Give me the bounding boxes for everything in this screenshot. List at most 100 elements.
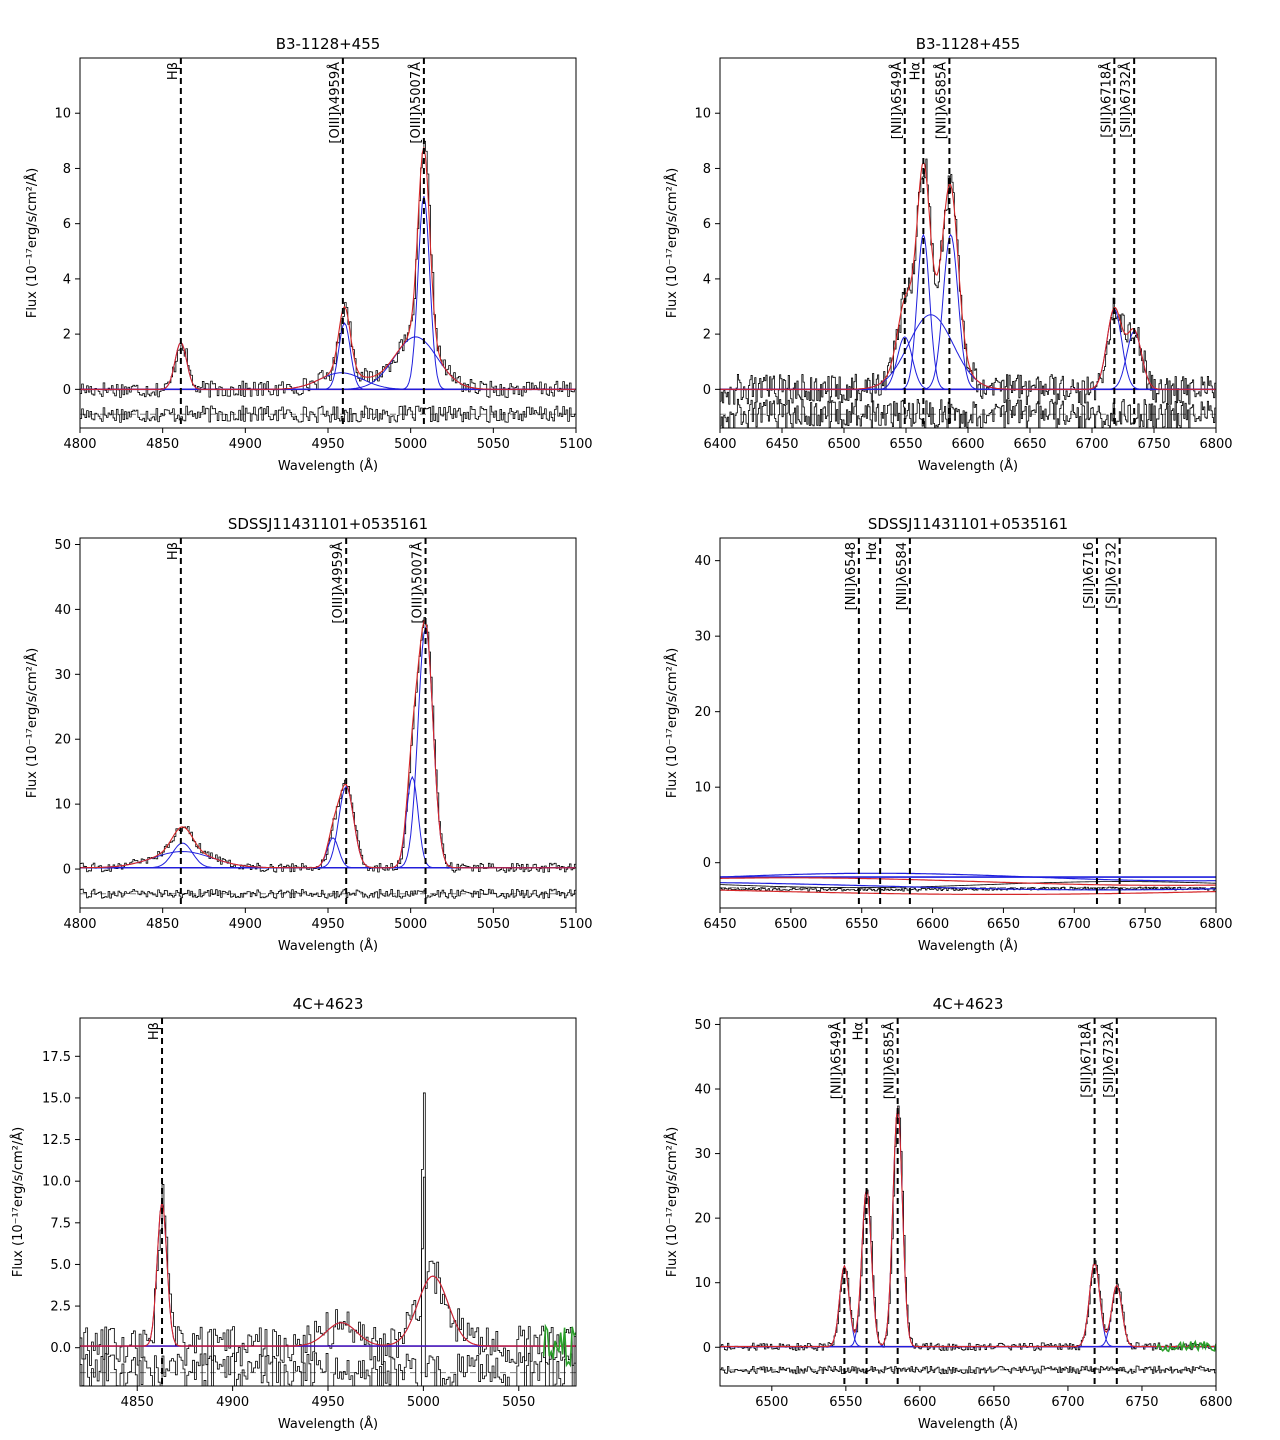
x-tick-label: 4900 — [229, 917, 262, 932]
flat-fit-curve-1 — [720, 877, 1216, 886]
y-axis-label: Flux (10⁻¹⁷erg/s/cm²/Å) — [24, 168, 40, 318]
plot-area — [80, 617, 576, 899]
y-tick-label: 10 — [694, 107, 711, 122]
plot-area — [720, 1105, 1216, 1375]
line-label: Hβ — [147, 1022, 162, 1040]
y-tick-label: 12.5 — [42, 1133, 71, 1148]
axes-frame — [719, 537, 1217, 909]
x-axis-label: Wavelength (Å) — [918, 1416, 1018, 1432]
y-tick-label: 0 — [703, 1341, 711, 1356]
observed-spectrum — [80, 617, 576, 873]
gaussian-component-1 — [720, 1188, 1216, 1348]
line-label: Hβ — [166, 542, 181, 560]
y-tick-label: 40 — [694, 554, 711, 569]
flat-fit-curve-2 — [720, 882, 1216, 891]
y-tick-label: 40 — [54, 603, 71, 618]
y-tick-label: 20 — [694, 1212, 711, 1227]
gaussian-component-0 — [720, 1264, 1216, 1348]
residual-spectrum — [80, 405, 576, 423]
y-tick-label: 10.0 — [42, 1175, 71, 1190]
y-tick-label: 7.5 — [50, 1216, 71, 1231]
gaussian-component-3 — [720, 233, 1216, 390]
y-tick-label: 50 — [54, 538, 71, 553]
x-tick-label: 6750 — [1125, 1395, 1158, 1410]
x-tick-label: 6600 — [903, 1395, 936, 1410]
x-axis-label: Wavelength (Å) — [918, 458, 1018, 474]
x-tick-label: 6500 — [755, 1395, 788, 1410]
x-tick-label: 4850 — [146, 437, 179, 452]
x-tick-label: 6700 — [1058, 917, 1091, 932]
y-axis-label: Flux (10⁻¹⁷erg/s/cm²/Å) — [10, 1127, 26, 1277]
total-model-fit — [80, 1201, 576, 1347]
y-tick-label: 0 — [703, 383, 711, 398]
gaussian-component-4 — [80, 625, 576, 869]
y-tick-label: 40 — [694, 1083, 711, 1098]
total-model-fit — [80, 620, 576, 869]
x-tick-label: 5050 — [502, 1395, 535, 1410]
x-tick-label: 5050 — [477, 917, 510, 932]
gaussian-component-1 — [80, 322, 576, 390]
plot-area — [720, 872, 1216, 895]
x-tick-label: 6800 — [1199, 437, 1232, 452]
y-tick-label: 6 — [703, 217, 711, 232]
x-tick-label: 5000 — [394, 437, 427, 452]
total-model-fit — [80, 147, 576, 390]
y-tick-label: 30 — [694, 1147, 711, 1162]
chart-panel-middle-right: [NII]λ6548 Hα [NII]λ6584 [SII]λ6716 [SII]λ67… — [664, 515, 1233, 954]
line-label: Hβ — [166, 62, 181, 80]
y-tick-label: 2 — [63, 328, 71, 343]
x-axis-label: Wavelength (Å) — [278, 938, 378, 954]
line-label: [NII]λ6585Å — [933, 62, 949, 139]
y-tick-label: 5.0 — [50, 1258, 71, 1273]
x-axis-label: Wavelength (Å) — [278, 458, 378, 474]
x-tick-label: 6500 — [774, 917, 807, 932]
x-tick-label: 4950 — [311, 437, 344, 452]
x-tick-label: 5100 — [559, 437, 592, 452]
line-label: [SII]λ6718Å — [1098, 62, 1114, 138]
chart-panel-top-left: Hβ [OIII]λ4959Å [OIII]λ5007Å 4800 4850 4900 49… — [24, 35, 593, 474]
x-tick-label: 6700 — [1051, 1395, 1084, 1410]
total-model-fit — [720, 160, 1216, 390]
observed-spectrum — [720, 1105, 1216, 1351]
x-tick-label: 6700 — [1075, 437, 1108, 452]
gaussian-component-0 — [80, 341, 576, 390]
observed-spectrum — [80, 1092, 576, 1367]
y-tick-label: 0 — [63, 383, 71, 398]
gaussian-component-2 — [80, 785, 576, 869]
chart-title: SDSSJ11431101+0535161 — [228, 515, 428, 533]
x-axis-label: Wavelength (Å) — [278, 1416, 378, 1432]
chart-panel-middle-left: Hβ [OIII]λ4959Å [OIII]λ5007Å 4800 4850 4900 49… — [24, 515, 593, 954]
line-label: [SII]λ6718Å — [1079, 1022, 1095, 1098]
y-tick-label: 10 — [694, 781, 711, 796]
chart-title: 4C+4623 — [293, 995, 364, 1013]
line-label: [SII]λ6716 — [1082, 542, 1097, 609]
y-tick-label: 30 — [694, 630, 711, 645]
y-tick-label: 17.5 — [42, 1050, 71, 1065]
y-tick-label: 0.0 — [50, 1341, 71, 1356]
y-axis-label: Flux (10⁻¹⁷erg/s/cm²/Å) — [664, 648, 680, 798]
y-tick-label: 8 — [63, 162, 71, 177]
line-label: [SII]λ6732Å — [1118, 62, 1134, 138]
line-label: Hα — [908, 62, 923, 80]
observed-spectrum — [80, 140, 576, 398]
line-label: Hα — [852, 1022, 867, 1040]
x-tick-label: 6800 — [1199, 1395, 1232, 1410]
y-tick-label: 4 — [63, 272, 71, 287]
residual-spectrum — [80, 1176, 576, 1386]
y-tick-label: 6 — [63, 217, 71, 232]
chart-title: B3-1128+455 — [276, 35, 381, 53]
y-tick-label: 0 — [703, 856, 711, 871]
total-model-fit — [720, 1107, 1216, 1348]
x-tick-label: 6650 — [1013, 437, 1046, 452]
x-tick-label: 6550 — [845, 917, 878, 932]
residual-spectrum — [80, 888, 576, 899]
x-tick-label: 4900 — [216, 1395, 249, 1410]
y-tick-label: 50 — [694, 1018, 711, 1033]
x-tick-label: 5000 — [407, 1395, 440, 1410]
gaussian-component-0 — [720, 336, 1216, 390]
line-label: [SII]λ6732 — [1105, 542, 1120, 609]
x-tick-label: 6600 — [916, 917, 949, 932]
plot-area — [80, 140, 576, 423]
x-tick-label: 4950 — [311, 917, 344, 932]
